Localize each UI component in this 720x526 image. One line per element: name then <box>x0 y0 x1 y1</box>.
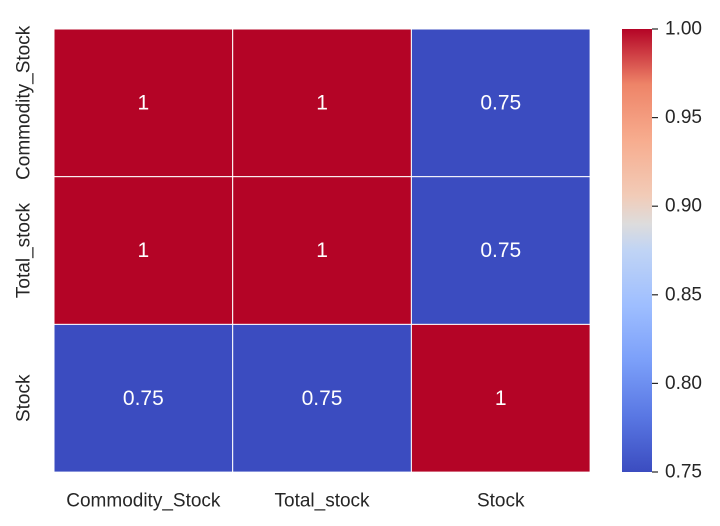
y-tick-label: Stock <box>14 374 35 422</box>
heatmap-cell-labels: 1 1 0.75 1 1 0.75 0.75 0.75 1 <box>123 91 521 409</box>
cell-value-label: 0.75 <box>480 239 521 262</box>
cell-value-label: 1 <box>138 91 150 114</box>
heatmap-cell <box>232 323 412 473</box>
heatmap-cell <box>410 176 591 325</box>
x-tick-label: Stock <box>477 491 525 512</box>
colorbar-gradient <box>622 29 652 472</box>
colorbar-tick-label: 0.95 <box>665 107 702 128</box>
heatmap-cell <box>232 176 412 325</box>
cell-value-label: 1 <box>138 239 150 262</box>
y-tick-label: Total_stock <box>14 203 35 299</box>
heatmap-cell <box>53 323 234 473</box>
colorbar-tick-label: 1.00 <box>665 19 702 40</box>
colorbar-tick-label: 0.90 <box>665 196 702 217</box>
colorbar-tick-label: 0.80 <box>665 373 702 394</box>
x-tick-label: Commodity_Stock <box>66 491 221 512</box>
x-axis-tick-labels: Commodity_Stock Total_stock Stock <box>66 491 525 512</box>
cell-value-label: 1 <box>316 91 328 114</box>
cell-value-label: 1 <box>495 387 507 410</box>
cell-value-label: 0.75 <box>302 387 343 410</box>
heatmap-cell <box>232 28 412 178</box>
y-tick-label: Commodity_Stock <box>14 25 35 180</box>
x-tick-label: Total_stock <box>275 491 371 512</box>
heatmap-cell <box>410 323 591 473</box>
colorbar: 0.75 0.80 0.85 0.90 0.95 1.00 <box>622 19 702 483</box>
cell-value-label: 1 <box>316 239 328 262</box>
colorbar-tick-label: 0.75 <box>665 462 702 483</box>
heatmap-cell <box>53 176 234 325</box>
cell-value-label: 0.75 <box>123 387 164 410</box>
heatmap-cell <box>53 28 234 178</box>
colorbar-tick-label: 0.85 <box>665 284 702 305</box>
y-axis-tick-labels: Commodity_Stock Total_stock Stock <box>14 25 35 422</box>
heatmap-cells <box>53 28 591 473</box>
heatmap-cell <box>410 28 591 178</box>
cell-value-label: 0.75 <box>480 91 521 114</box>
